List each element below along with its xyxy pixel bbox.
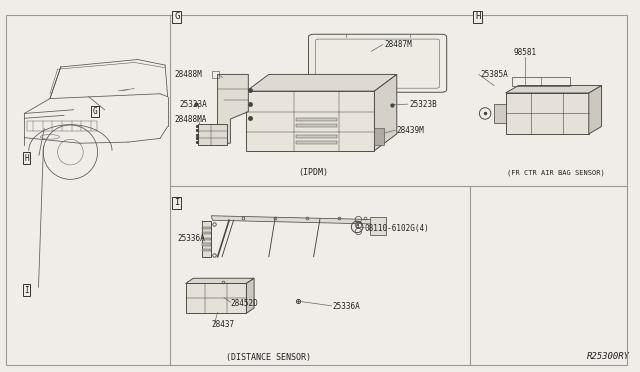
Polygon shape (246, 278, 254, 313)
Text: 98581: 98581 (513, 48, 536, 57)
Bar (212, 135, 219, 142)
Text: 25336A: 25336A (333, 302, 360, 311)
Bar (186, 283, 246, 313)
Text: G: G (93, 107, 97, 116)
Polygon shape (186, 278, 254, 283)
Text: 28452D: 28452D (230, 299, 258, 308)
Text: I: I (174, 198, 179, 207)
Polygon shape (246, 74, 397, 91)
FancyBboxPatch shape (308, 34, 447, 92)
FancyArrowPatch shape (121, 90, 129, 91)
Bar (374, 128, 384, 145)
Bar (296, 141, 337, 144)
Bar (296, 124, 337, 127)
Polygon shape (198, 124, 227, 145)
Polygon shape (218, 74, 248, 143)
Text: H: H (475, 12, 480, 21)
Text: 25336A: 25336A (178, 234, 205, 243)
Bar (202, 243, 211, 246)
Text: 28437: 28437 (211, 320, 234, 329)
Text: 28487M: 28487M (384, 40, 412, 49)
Text: (DISTANCE SENSOR): (DISTANCE SENSOR) (227, 353, 311, 362)
Bar (212, 71, 219, 78)
Text: G: G (174, 12, 179, 21)
Polygon shape (202, 221, 211, 257)
Bar (506, 93, 589, 134)
Bar (296, 118, 337, 121)
Text: 08110-6102G(4): 08110-6102G(4) (365, 224, 429, 233)
Text: R25300RY: R25300RY (588, 352, 630, 361)
Bar (202, 238, 211, 240)
Text: 28488M: 28488M (174, 70, 202, 79)
Text: B: B (355, 224, 359, 230)
Text: 25323B: 25323B (410, 100, 437, 109)
Polygon shape (374, 74, 397, 151)
Bar (202, 227, 211, 229)
Text: 25385A: 25385A (480, 70, 508, 79)
Text: H: H (24, 154, 29, 163)
Polygon shape (506, 86, 602, 93)
Text: (FR CTR AIR BAG SENSOR): (FR CTR AIR BAG SENSOR) (507, 170, 604, 176)
Polygon shape (589, 86, 602, 134)
Bar (202, 232, 211, 234)
Bar (370, 217, 386, 235)
Bar (202, 249, 211, 251)
Text: 28488MA: 28488MA (174, 115, 207, 124)
Bar (27, 121, 97, 131)
Text: (IPDM): (IPDM) (299, 169, 328, 177)
Text: 25323A: 25323A (179, 100, 207, 109)
Bar (296, 135, 337, 138)
Bar (512, 77, 570, 86)
Bar (494, 104, 506, 123)
Text: I: I (24, 286, 29, 295)
Text: 28439M: 28439M (397, 126, 424, 135)
Bar (246, 91, 374, 151)
Polygon shape (211, 216, 372, 224)
